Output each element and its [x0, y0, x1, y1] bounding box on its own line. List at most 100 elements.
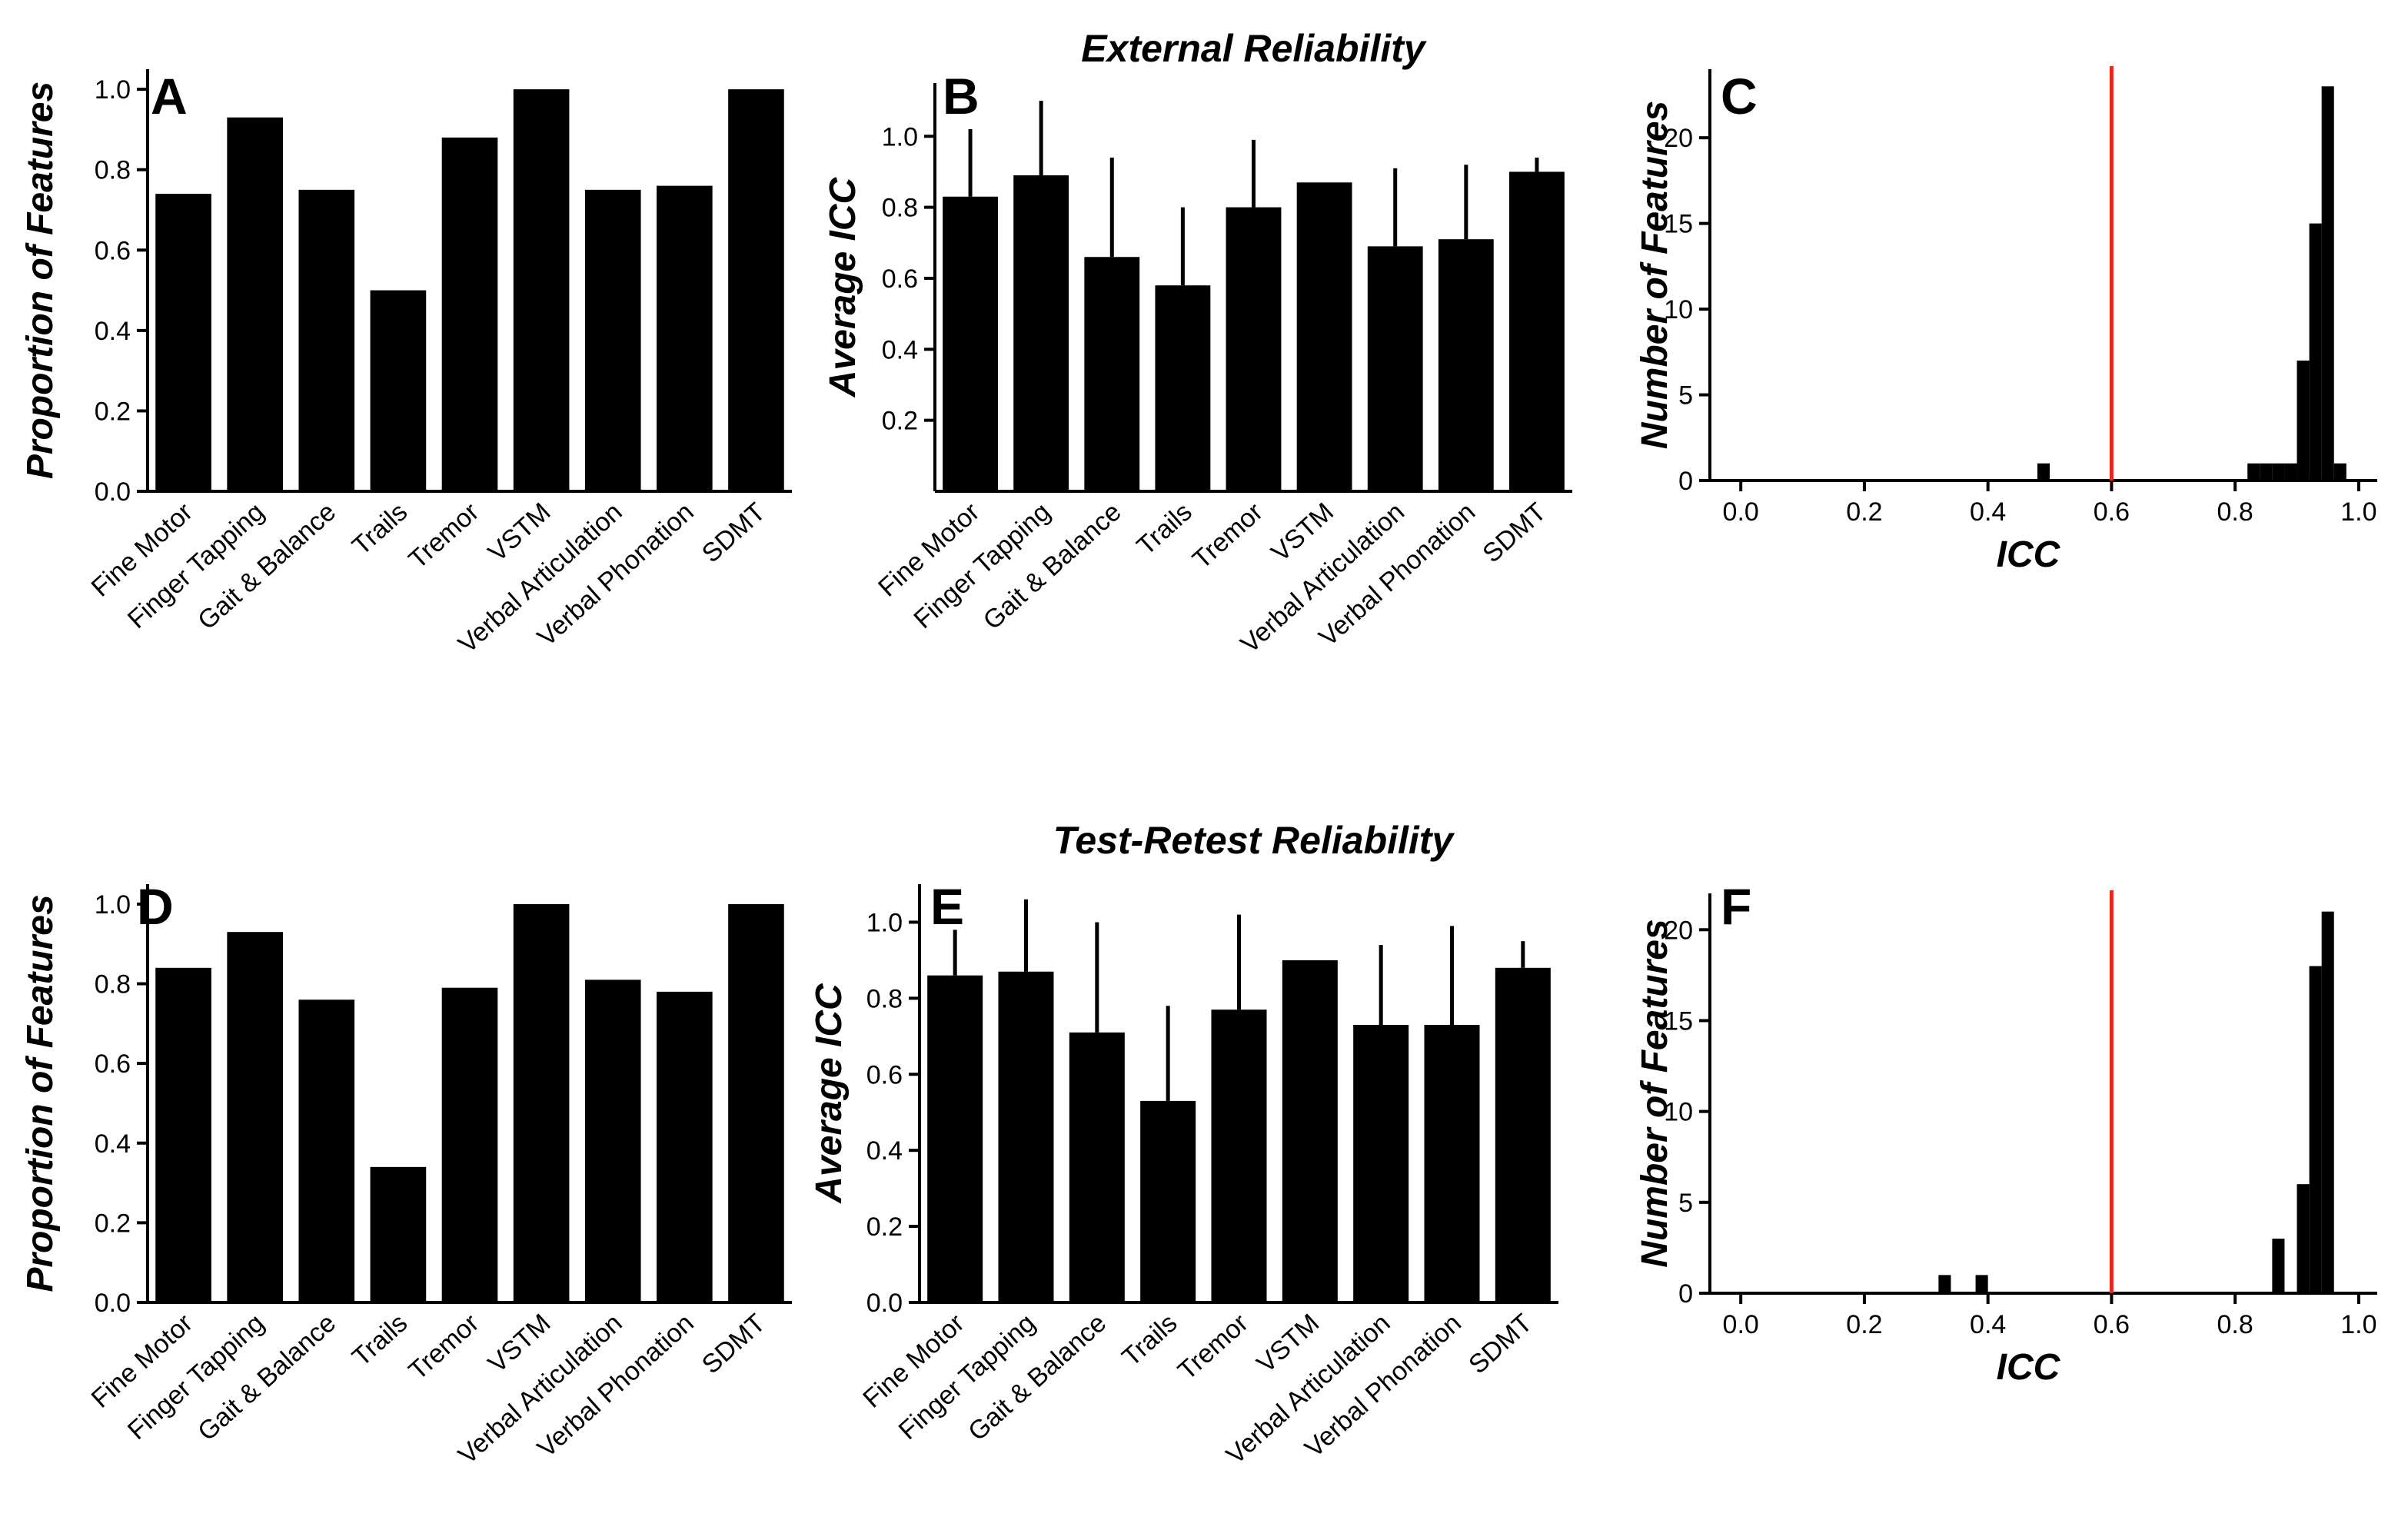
x-tick-label: 0.0 — [1723, 497, 1759, 527]
y-tick-label: 0.4 — [866, 1136, 903, 1166]
y-axis-label: Proportion of Features — [20, 81, 61, 479]
y-tick-label: 0.6 — [882, 264, 918, 294]
bar — [657, 185, 713, 491]
y-tick-label: 0.8 — [95, 156, 131, 185]
hist-bar — [2297, 360, 2310, 481]
y-tick-label: 0.2 — [95, 1209, 131, 1238]
category-label: Tremor — [1187, 497, 1269, 575]
y-tick-label: 0.0 — [95, 477, 131, 507]
hist-bar — [2321, 911, 2334, 1293]
category-label: Trails — [1116, 1309, 1182, 1372]
y-tick-label: 0.2 — [95, 397, 131, 426]
bar — [1495, 967, 1551, 1302]
bar — [1296, 182, 1352, 491]
bar — [1509, 171, 1565, 491]
y-tick-label: 10 — [1664, 1098, 1693, 1127]
bar — [728, 89, 784, 491]
y-tick-label: 0.2 — [866, 1212, 903, 1242]
x-axis-label: ICC — [1997, 534, 2061, 575]
bar — [513, 89, 570, 491]
bar — [370, 1166, 427, 1302]
y-axis-label: Number of Features — [1635, 919, 1675, 1267]
panel-a: A 0.0 0.2 0.4 0.6 0.8 1.0 Proportion of Feature… — [20, 68, 792, 659]
bar — [584, 980, 641, 1302]
bar — [227, 932, 283, 1302]
y-tick-label: 0.6 — [866, 1060, 903, 1089]
y-tick-label: 5 — [1678, 381, 1693, 411]
panel-label: B — [943, 68, 979, 125]
category-label: SDMT — [697, 1309, 771, 1380]
x-tick-label: 0.4 — [1970, 497, 2006, 527]
hist-bar — [2272, 463, 2285, 481]
y-tick-label: 0.6 — [95, 236, 131, 265]
y-tick-label: 20 — [1664, 124, 1693, 153]
category-label: Tremor — [1172, 1309, 1254, 1386]
row-title-top: External Reliability — [1081, 27, 1427, 70]
bar — [998, 971, 1054, 1302]
bar — [657, 991, 713, 1302]
category-label: Trails — [347, 497, 413, 561]
y-tick-label: 10 — [1664, 295, 1693, 324]
y-axis-label: Number of Features — [1635, 101, 1675, 449]
x-axis-label: ICC — [1997, 1347, 2061, 1388]
y-tick-label: 15 — [1664, 1006, 1693, 1036]
hist-bar — [2309, 223, 2322, 481]
y-tick-label: 0.8 — [882, 194, 918, 223]
panel-d: D 0.0 0.2 0.4 0.6 0.8 1.0 Proportion of Feature… — [20, 878, 792, 1470]
bar — [1084, 257, 1140, 491]
hist-bar — [1938, 1275, 1951, 1293]
x-tick-label: 0.0 — [1723, 1310, 1759, 1339]
bar — [441, 137, 498, 491]
category-label: SDMT — [697, 497, 771, 569]
bar — [370, 290, 427, 491]
panel-label: A — [151, 68, 188, 125]
y-tick-label: 0.4 — [95, 317, 131, 346]
hist-bar — [2321, 86, 2334, 481]
y-tick-label: 15 — [1664, 210, 1693, 239]
x-tick-label: 0.2 — [1846, 497, 1882, 527]
bar — [298, 189, 355, 491]
x-tick-label: 0.2 — [1846, 1310, 1882, 1339]
bar — [1211, 1009, 1267, 1302]
bar — [1353, 1024, 1409, 1302]
y-tick-label: 0.2 — [882, 407, 918, 436]
y-tick-label: 1.0 — [95, 890, 131, 920]
y-tick-label: 0 — [1678, 1279, 1693, 1309]
x-tick-label: 0.6 — [2094, 497, 2130, 527]
row-title-bottom: Test-Retest Reliability — [1053, 819, 1455, 862]
y-tick-label: 1.0 — [882, 122, 918, 151]
x-tick-label: 0.8 — [2217, 497, 2253, 527]
category-label: Tremor — [403, 1309, 484, 1386]
bar — [728, 903, 784, 1302]
bar — [927, 975, 983, 1302]
y-tick-label: 5 — [1678, 1189, 1693, 1218]
bar — [1013, 175, 1069, 491]
hist-bar — [2309, 966, 2322, 1293]
y-tick-label: 0.8 — [866, 984, 903, 1013]
bar — [1282, 960, 1338, 1302]
bar — [1226, 207, 1282, 491]
bar — [1140, 1100, 1196, 1302]
category-label: SDMT — [1477, 497, 1552, 569]
hist-bar — [1975, 1275, 1988, 1293]
hist-bar — [2272, 1239, 2285, 1293]
y-tick-label: 1.0 — [866, 908, 903, 937]
bar — [584, 189, 641, 491]
x-tick-label: 0.8 — [2217, 1310, 2253, 1339]
y-tick-label: 1.0 — [95, 75, 131, 105]
bar — [155, 967, 211, 1302]
bar — [155, 194, 211, 492]
y-tick-label: 20 — [1664, 916, 1693, 945]
hist-bar — [2297, 1184, 2310, 1293]
bar — [441, 987, 498, 1302]
y-tick-label: 0.0 — [866, 1289, 903, 1318]
bar — [943, 196, 998, 491]
y-tick-label: 0 — [1678, 467, 1693, 496]
bar — [1438, 239, 1494, 491]
y-axis-label: Proportion of Features — [20, 894, 61, 1292]
